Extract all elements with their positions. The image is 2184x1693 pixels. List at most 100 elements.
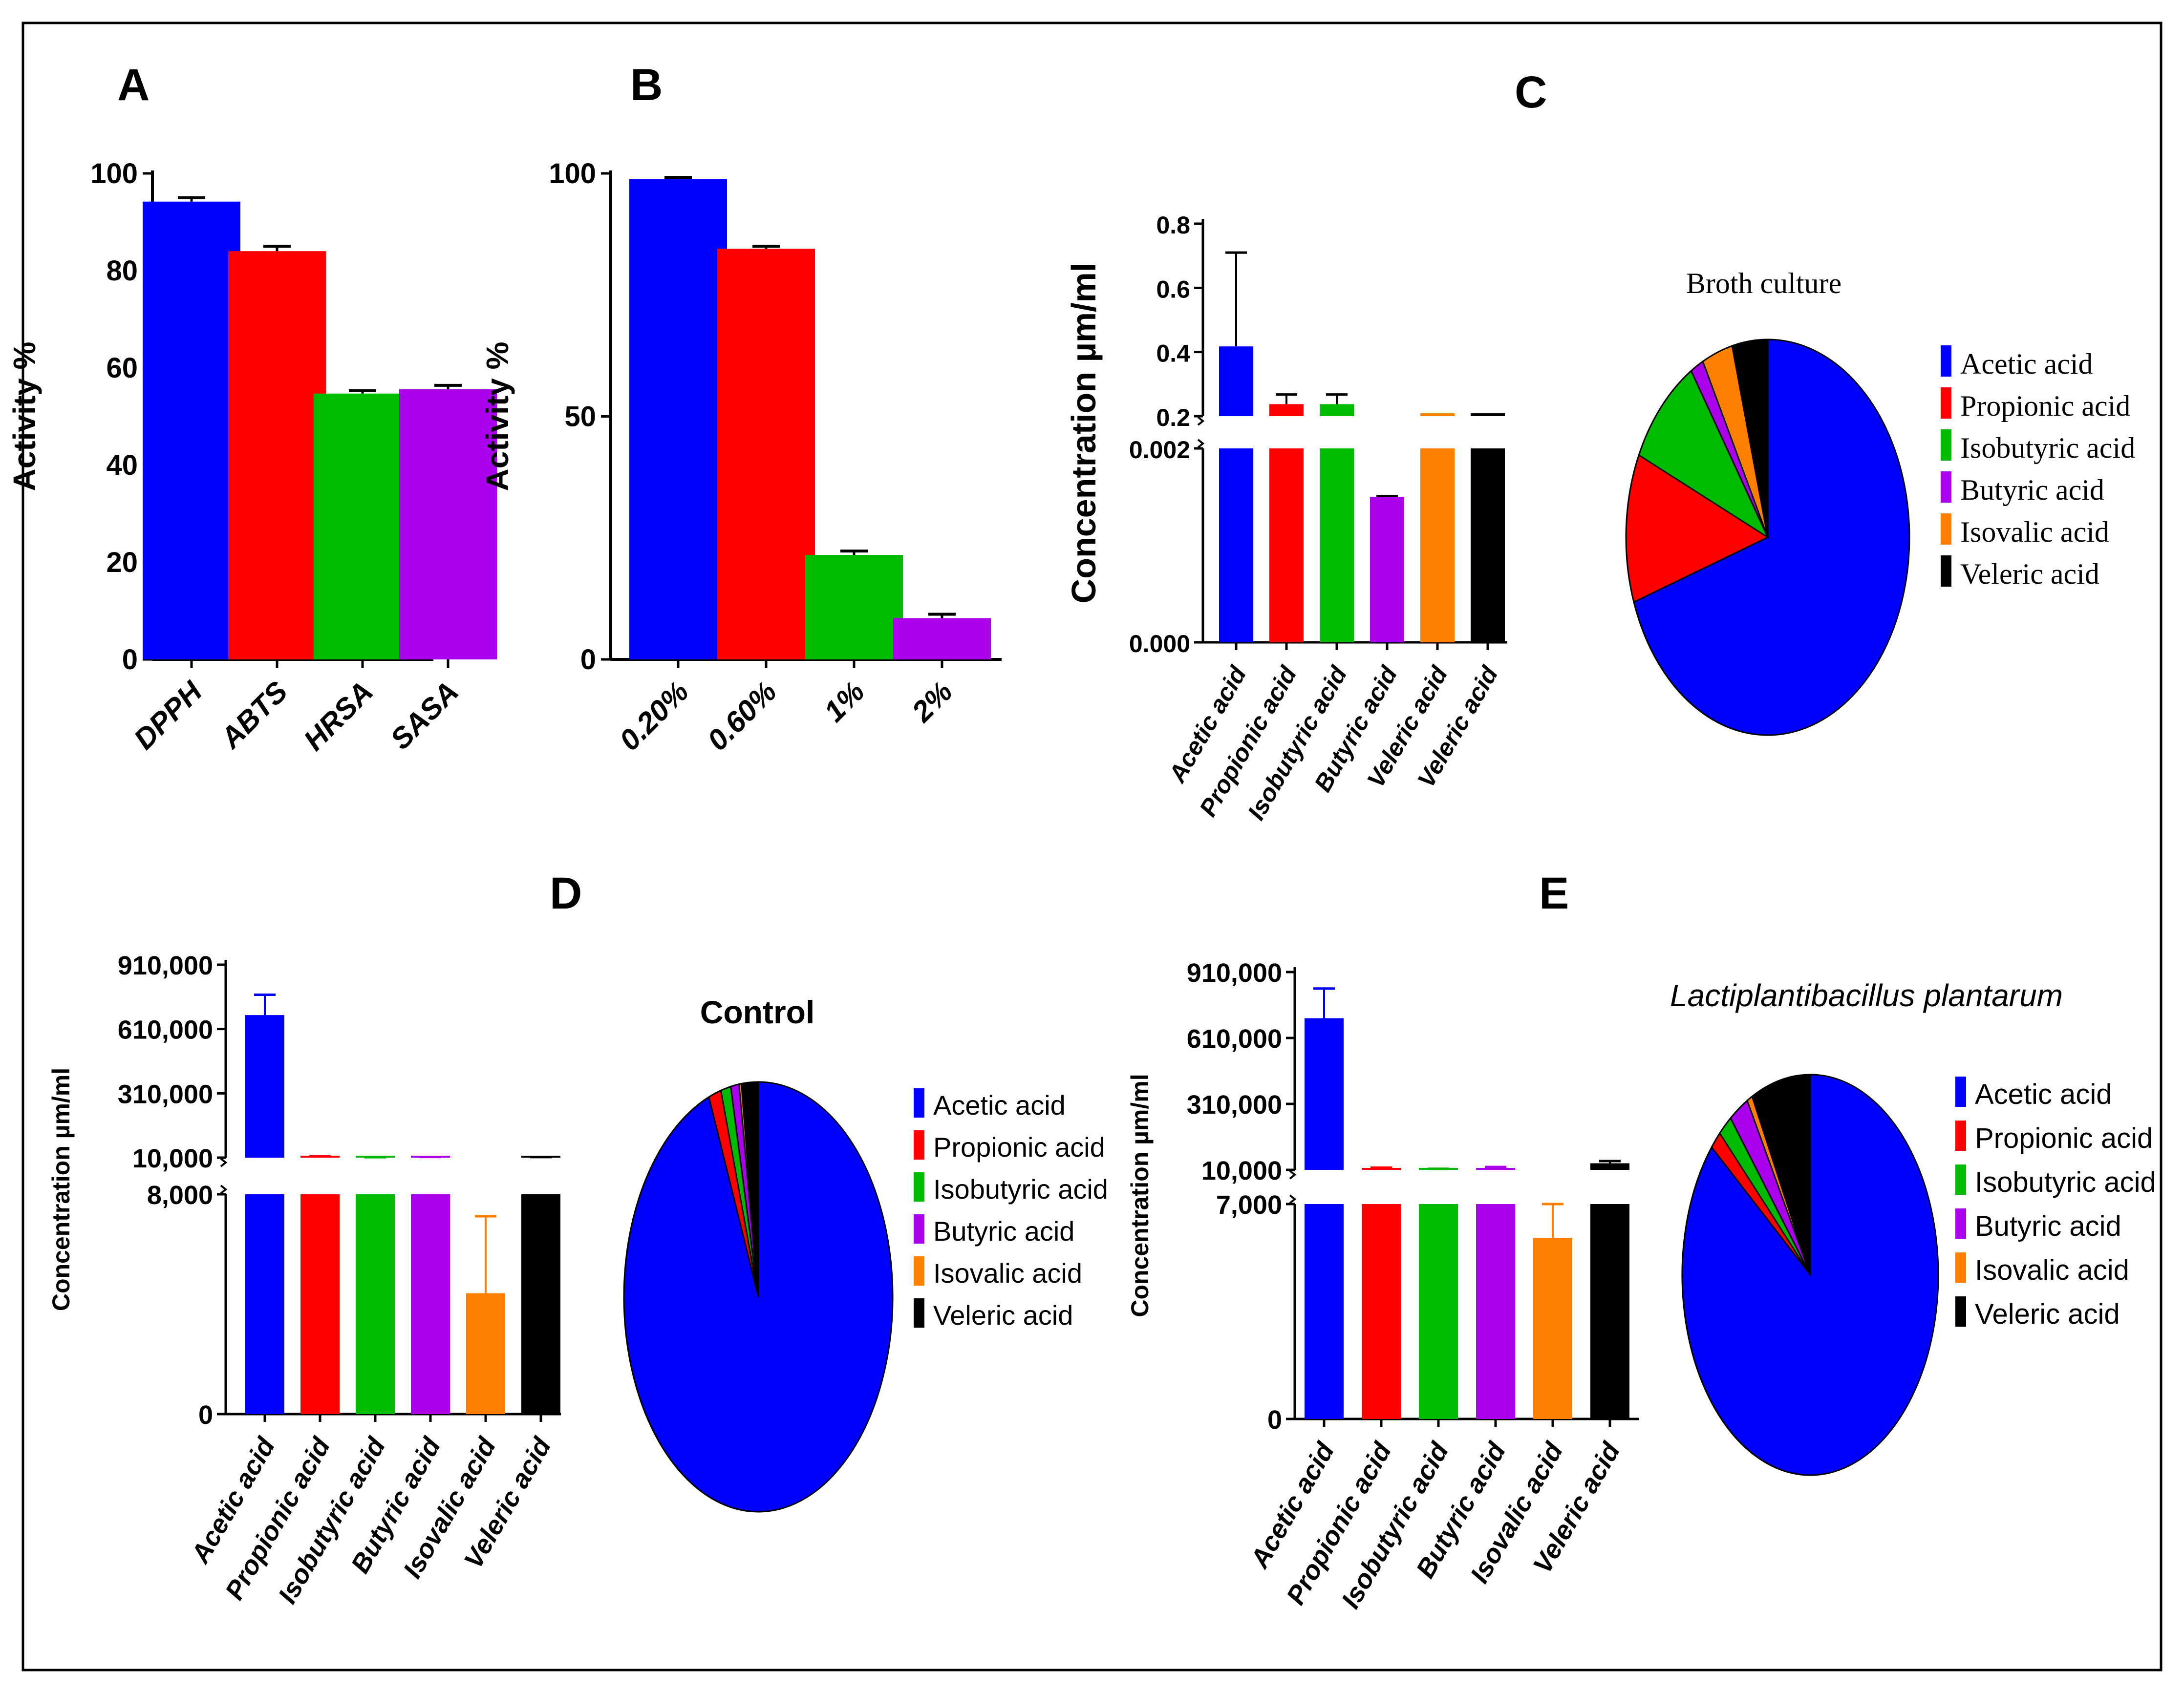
bar-upper-segment [1320, 404, 1354, 416]
legend-swatch [914, 1298, 924, 1328]
pie-slice [1751, 1074, 1811, 1275]
y-tick-label: 0 [580, 644, 596, 676]
axis-break-mark [1289, 1194, 1297, 1204]
y-tick-label: 8,000 [147, 1181, 213, 1210]
bar-upper-segment [1590, 1163, 1629, 1170]
pie-title-e: Lactiplantibacillus plantarum [1670, 978, 2063, 1013]
axis-break-mark [220, 1185, 228, 1194]
legend-swatch [1955, 1077, 1966, 1107]
y-tick-label: 910,000 [118, 951, 213, 980]
legend-label: Acetic acid [1975, 1079, 2112, 1110]
bar-upper-segment [1420, 413, 1455, 416]
bar [1471, 448, 1505, 642]
legend-label: Isovalic acid [1960, 516, 2109, 548]
legend-swatch [1941, 513, 1951, 545]
legend-label: Isobutyric acid [1960, 432, 2135, 464]
legend-label: Propionic acid [1960, 390, 2130, 422]
legend-label: Acetic acid [1960, 348, 2093, 380]
legend-label: Propionic acid [933, 1132, 1105, 1163]
pie-slice [1638, 369, 1770, 540]
y-axis-label: Activity % [480, 342, 515, 491]
y-tick-label: 80 [106, 255, 138, 287]
y-tick-label: 0.2 [1156, 404, 1190, 431]
y-tick-label: 0 [1267, 1405, 1282, 1435]
y-tick-label: 910,000 [1187, 958, 1282, 988]
y-tick-label: 310,000 [1187, 1090, 1282, 1120]
legend-label: Veleric acid [933, 1300, 1073, 1331]
y-tick-label: 0.6 [1156, 275, 1190, 303]
legend-swatch [914, 1130, 924, 1160]
legend-label: Isobutyric acid [933, 1174, 1108, 1205]
pie-slice [1731, 339, 1769, 538]
axis-break-mark [1197, 439, 1205, 448]
y-tick-label: 7,000 [1216, 1190, 1282, 1220]
legend-swatch [1941, 345, 1951, 377]
bar [314, 393, 411, 659]
bar [300, 1194, 340, 1414]
y-tick-label: 0.8 [1156, 212, 1190, 239]
bar [717, 249, 815, 660]
legend-swatch [1941, 471, 1951, 503]
legend-swatch [914, 1172, 924, 1202]
bar [1305, 1204, 1344, 1419]
y-tick-label: 20 [106, 547, 138, 578]
legend-swatch [1955, 1296, 1966, 1327]
bar-upper-segment [1269, 404, 1304, 416]
legend-swatch [1955, 1252, 1966, 1283]
legend-swatch [914, 1256, 924, 1286]
bar [1269, 448, 1304, 642]
bar-upper-segment [1305, 1018, 1344, 1170]
bar [399, 389, 497, 659]
bar [466, 1293, 505, 1414]
bar [893, 618, 991, 659]
y-tick-label: 50 [564, 401, 596, 433]
legend-swatch [914, 1088, 924, 1118]
y-tick-label: 100 [90, 158, 138, 190]
panel-letter-b: B [630, 60, 663, 110]
y-tick-label: 0.000 [1129, 630, 1190, 657]
panel-letter-e: E [1539, 868, 1569, 918]
bar-upper-segment [1219, 346, 1253, 416]
legend-swatch [1955, 1208, 1966, 1239]
y-axis-label: Concentration µm/ml [47, 1068, 75, 1311]
y-tick-label: 0.4 [1156, 340, 1190, 367]
y-tick-label: 610,000 [118, 1016, 213, 1045]
legend-swatch [914, 1214, 924, 1244]
bar [1320, 448, 1354, 642]
legend-swatch [1941, 429, 1951, 461]
pie-slice [1625, 454, 1770, 603]
legend-swatch [1941, 555, 1951, 587]
y-tick-label: 40 [106, 449, 138, 481]
bar [245, 1194, 284, 1414]
legend-label: Veleric acid [1975, 1298, 2120, 1330]
bar [1419, 1204, 1458, 1419]
bar [356, 1194, 395, 1414]
bar [1533, 1238, 1572, 1419]
legend-label: Isobutyric acid [1975, 1166, 2156, 1198]
axis-break-mark [1289, 1170, 1297, 1180]
y-tick-label: 610,000 [1187, 1024, 1282, 1054]
y-axis-label: Activity % [7, 342, 42, 491]
axis-break-mark [220, 1158, 228, 1167]
bar [1370, 497, 1404, 642]
legend-swatch [1941, 387, 1951, 419]
pie-slice [1633, 339, 1910, 736]
y-tick-label: 60 [106, 352, 138, 384]
bar [1476, 1204, 1515, 1419]
y-tick-label: 0 [198, 1400, 213, 1430]
legend-swatch [1955, 1121, 1966, 1151]
bar [411, 1194, 450, 1414]
bar-upper-segment [1476, 1168, 1515, 1170]
legend-label: Butyric acid [1960, 474, 2104, 506]
panel-letter-d: D [550, 868, 582, 918]
legend-label: Propionic acid [1975, 1122, 2153, 1154]
y-tick-label: 10,000 [1201, 1156, 1282, 1185]
pie-slice [1681, 1074, 1939, 1476]
bar [1420, 448, 1455, 642]
panel-letter-a: A [117, 60, 150, 110]
legend-label: Acetic acid [933, 1090, 1066, 1121]
legend-label: Isovalic acid [1975, 1254, 2129, 1286]
legend-swatch [1955, 1164, 1966, 1195]
